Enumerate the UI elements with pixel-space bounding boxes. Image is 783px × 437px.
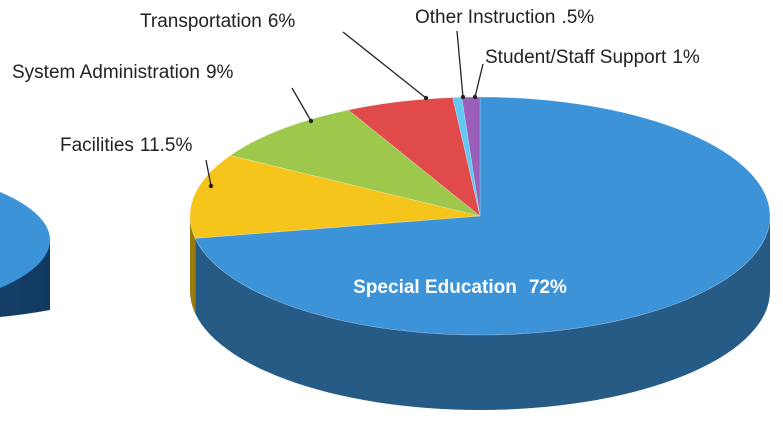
leader-dot	[308, 118, 314, 124]
neighbor-pie	[0, 192, 50, 318]
pie-side	[195, 216, 770, 410]
slice-label: Facilities 11.5%	[60, 135, 192, 156]
slice-label-value: 72%	[529, 277, 567, 298]
slice-label-value: .5%	[561, 7, 594, 28]
leader-dot	[460, 94, 466, 100]
pie-slice	[189, 155, 481, 239]
labels: Special Education 72% Facilities 11.5% Syste…	[12, 7, 700, 298]
slice-label: Student/Staff Support 1%	[485, 47, 700, 68]
leader-line	[474, 63, 484, 98]
leader-dot	[208, 183, 214, 189]
pie-side	[190, 216, 196, 314]
slice-label: Transportation 6%	[140, 11, 295, 32]
slice-label-name: Student/Staff Support	[485, 47, 667, 68]
pie-slice	[347, 97, 481, 217]
neighbor-pie-top	[0, 192, 50, 288]
leader-line	[342, 31, 427, 99]
leader-dot	[472, 94, 478, 100]
slice-label: Special Education 72%	[353, 277, 567, 298]
leader-line	[456, 30, 464, 98]
leader-line	[291, 87, 312, 122]
slice-label-name: Special Education	[353, 277, 517, 298]
slice-label-value: 1%	[672, 47, 700, 68]
slice-label: Other Instruction .5%	[415, 7, 594, 28]
pie-slice	[194, 96, 771, 336]
leader-line	[205, 159, 212, 187]
slice-label-name: System Administration	[12, 62, 200, 83]
slice-label-value: 6%	[268, 11, 296, 32]
pie-slice	[229, 109, 481, 217]
slice-label-value: 9%	[206, 62, 234, 83]
slice-label-name: Facilities	[60, 135, 134, 156]
pie	[189, 96, 771, 410]
slice-label: System Administration 9%	[12, 62, 234, 83]
slice-label-value: 11.5%	[140, 135, 193, 156]
leader-dot	[423, 95, 429, 101]
slice-label-name: Transportation	[140, 11, 262, 32]
slice-label-name: Other Instruction	[415, 7, 555, 28]
